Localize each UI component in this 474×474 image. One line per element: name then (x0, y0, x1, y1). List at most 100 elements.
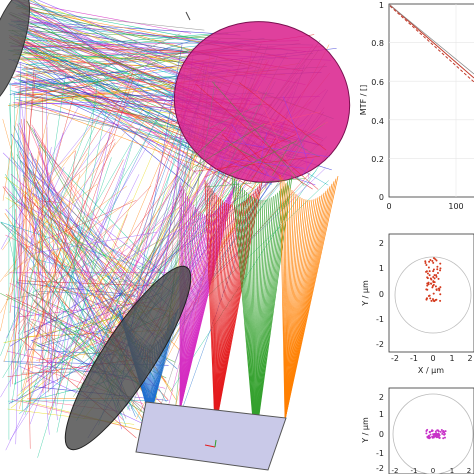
spot-top-y-tick-neg1: -1 (376, 315, 384, 324)
ray-segment (40, 200, 60, 203)
ray-segment (73, 68, 182, 286)
spot-point (432, 257, 435, 260)
mtf-plot: 1 0.8 0.6 0.4 0.2 0 0 100 MTF / [] (359, 1, 474, 211)
ray-segment (38, 96, 74, 224)
spot-point (438, 436, 441, 439)
spot-bottom-x-tick-1: 1 (450, 467, 454, 474)
ray-segment (13, 71, 21, 282)
ray-segment (29, 0, 182, 60)
ray-segment (20, 107, 153, 335)
spot-bottom-y-tick-2: 2 (379, 393, 384, 402)
ray-segment (82, 148, 189, 382)
spot-point (433, 274, 436, 277)
spot-top-frame (388, 233, 474, 353)
mirror-ray (201, 80, 216, 173)
detector-plane (135, 401, 287, 471)
spot-point (424, 260, 427, 263)
mirror-ray (227, 142, 275, 170)
spot-point (432, 268, 435, 271)
spot-point (439, 293, 442, 296)
spot-point (425, 270, 428, 273)
spot-point (439, 286, 442, 289)
ray-segment (28, 200, 37, 218)
mirror-ray (204, 178, 306, 188)
spot-point (439, 262, 442, 265)
spot-bottom-y-tick-0: 0 (379, 430, 384, 439)
spot-point (428, 270, 431, 273)
ray-segment (24, 132, 64, 264)
spot-bottom-y-tick-neg2: -2 (376, 464, 384, 473)
ray-segment (24, 66, 28, 301)
spot-point (434, 298, 437, 301)
spot-point (440, 428, 443, 431)
spot-point (439, 299, 442, 302)
spot-point (432, 433, 435, 436)
spot-bottom-points (425, 428, 447, 440)
ray-segment (8, 224, 132, 327)
ray-segment (22, 199, 133, 275)
spot-bottom-airy-circle (392, 393, 474, 474)
mirror-ray (208, 131, 236, 185)
ray-segment (41, 254, 126, 343)
ray-segment (2, 68, 134, 251)
ray-segment (12, 185, 152, 331)
spot-point (426, 272, 429, 275)
tertiary-mirror (64, 265, 192, 451)
ray-segment (25, 73, 211, 147)
mtf-grid (389, 4, 474, 197)
spot-point (429, 259, 432, 262)
spot-bottom-x-tick-2: 2 (467, 467, 471, 474)
ray-segment (9, 221, 151, 441)
spot-top-x-tick-0: 0 (430, 354, 435, 363)
ray-segment (30, 97, 121, 239)
ray-segment (27, 101, 240, 182)
ray-segment (25, 11, 205, 31)
spot-bottom-y-tick-1: 1 (379, 410, 384, 419)
mirror-ray (302, 138, 310, 179)
spot-point (428, 274, 431, 277)
ray-segment (12, 66, 35, 385)
ray-segment (29, 38, 221, 107)
mirror-ray (238, 82, 327, 151)
ray-segment (0, 139, 152, 398)
spot-point (427, 434, 430, 437)
ray-segment (24, 157, 112, 415)
spot-point (436, 433, 439, 436)
ray-segment (40, 219, 108, 258)
ray-segment (39, 138, 116, 210)
ray-segment (21, 118, 47, 339)
mirror-ray (301, 158, 314, 177)
spot-point (437, 287, 440, 290)
mirror-ray (256, 90, 296, 179)
ray-segment (20, 100, 58, 421)
ray-segment (48, 109, 107, 385)
spot-top-x-tick-neg1: -1 (410, 354, 418, 363)
spot-point (427, 266, 430, 269)
mirror-ray (204, 134, 297, 178)
ray-segment (2, 152, 132, 280)
spot-point (425, 263, 428, 266)
spot-point (437, 430, 440, 433)
spot-point (426, 284, 429, 287)
ray-segment (15, 91, 158, 271)
spot-point (425, 432, 428, 435)
ray-segment (2, 90, 22, 201)
ray-segment (21, 6, 193, 80)
mirror-ray (304, 121, 329, 135)
ray-segment (45, 196, 62, 389)
spot-bottom-x-tick-0: 0 (431, 467, 435, 474)
mirror-ray (282, 134, 307, 177)
spot-point (435, 274, 438, 277)
spot-point (435, 275, 438, 278)
spot-point (435, 288, 438, 291)
spot-point (434, 430, 437, 433)
spot-point (431, 429, 434, 432)
ray-segment (33, 0, 194, 133)
ray-segment (38, 76, 135, 363)
spot-top-y-tick-2: 2 (379, 239, 384, 248)
mtf-y-tick-0.6: 0.6 (371, 78, 384, 87)
ray-segment (2, 118, 46, 276)
spot-point (432, 436, 435, 439)
ray-segment (6, 59, 150, 339)
mirror-ray (258, 132, 268, 169)
